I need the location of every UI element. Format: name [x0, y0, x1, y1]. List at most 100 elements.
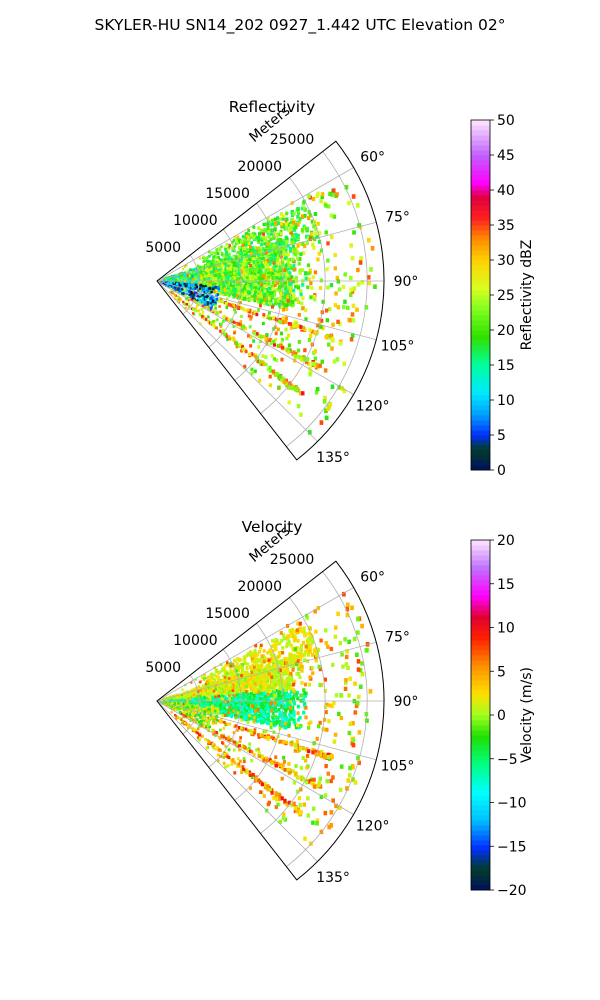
radar-data-cell	[335, 192, 339, 197]
radar-data-cell	[300, 681, 304, 685]
radar-data-cell	[253, 369, 257, 374]
radar-data-cell	[177, 281, 180, 284]
radar-data-cell	[194, 287, 197, 290]
radar-data-cell	[265, 256, 269, 260]
radar-data-cell	[216, 318, 219, 322]
radar-data-cell	[239, 248, 243, 252]
radar-data-cell	[313, 362, 317, 367]
radar-data-cell	[204, 305, 207, 309]
colorbar-swatch	[471, 335, 490, 341]
radar-data-cell	[243, 265, 246, 269]
radar-data-cell	[265, 251, 268, 255]
azimuth-tick-label: 75°	[385, 210, 410, 226]
radar-data-cell	[330, 346, 334, 351]
colorbar-tick-label: 35	[497, 218, 515, 234]
radar-data-cell	[197, 282, 200, 286]
radar-data-cell	[194, 283, 197, 287]
radar-data-cell	[190, 276, 193, 279]
colorbar-swatch	[471, 350, 490, 356]
radar-data-cell	[183, 283, 186, 286]
colorbar-swatch	[471, 375, 490, 381]
radar-data-cell	[219, 329, 222, 333]
radar-data-cell	[290, 266, 294, 271]
radar-data-cell	[241, 273, 245, 277]
radar-data-cell	[281, 214, 285, 218]
radar-data-cell	[305, 357, 309, 362]
radar-data-cell	[206, 277, 210, 281]
radar-data-cell	[329, 283, 334, 288]
radar-data-cell	[241, 235, 245, 239]
radar-data-cell	[284, 286, 288, 291]
radar-data-cell	[217, 278, 220, 282]
radar-data-cell	[166, 283, 169, 286]
radar-data-cell	[233, 291, 237, 295]
radar-data-cell	[198, 274, 201, 278]
radar-data-cell	[185, 299, 188, 302]
radar-data-cell	[336, 319, 340, 324]
radar-data-cell	[308, 334, 313, 338]
radar-data-cell	[288, 289, 292, 293]
radar-data-cell	[307, 361, 311, 366]
radar-data-cell	[235, 277, 238, 281]
radar-data-cell	[350, 333, 355, 338]
radar-data-cell	[259, 678, 263, 683]
radar-data-cell	[320, 192, 325, 197]
radar-data-cell	[248, 352, 252, 356]
radar-data-cell	[249, 335, 253, 339]
radar-data-cell	[224, 289, 227, 293]
radar-data-cell	[186, 272, 190, 275]
radar-data-cell	[308, 328, 312, 333]
radar-data-cell	[296, 214, 300, 219]
radar-data-cell	[197, 309, 200, 312]
radar-data-cell	[185, 284, 188, 288]
radar-data-cell	[255, 281, 258, 285]
radar-data-cell	[176, 282, 179, 285]
radar-data-cell	[319, 318, 324, 323]
radar-data-cell	[238, 286, 242, 290]
radar-data-cell	[181, 281, 184, 285]
radar-data-cell	[300, 214, 305, 219]
radar-data-cell	[284, 222, 288, 227]
radar-data-cell	[250, 290, 254, 294]
radar-data-cell	[246, 290, 250, 294]
radar-data-cell	[239, 293, 242, 297]
radar-data-cell	[347, 317, 351, 323]
radar-data-cell	[187, 286, 191, 289]
radar-data-cell	[284, 241, 288, 245]
radar-data-cell	[206, 259, 209, 263]
radar-data-cell	[235, 264, 239, 268]
radar-data-cell	[255, 332, 259, 336]
radar-data-cell	[267, 719, 271, 723]
radar-data-cell	[276, 281, 279, 285]
radar-data-cell	[265, 721, 269, 725]
radar-data-cell	[195, 301, 198, 304]
radar-data-cell	[300, 228, 305, 232]
radar-data-cell	[177, 287, 180, 290]
radar-data-cell	[306, 236, 311, 240]
radar-data-cell	[349, 337, 354, 342]
radar-data-cell	[275, 358, 279, 363]
radar-data-cell	[208, 299, 212, 303]
radar-data-cell	[162, 283, 165, 286]
colorbar-swatch	[471, 305, 490, 311]
radar-data-cell	[267, 717, 270, 721]
radar-data-cell	[257, 308, 260, 312]
radar-data-cell	[242, 291, 246, 295]
radar-data-cell	[319, 199, 323, 204]
radar-data-cell	[174, 288, 177, 291]
radar-data-cell	[241, 246, 245, 250]
radar-data-cell	[220, 322, 223, 326]
radar-data-cell	[244, 261, 247, 265]
radar-data-cell	[225, 306, 229, 309]
radar-data-cell	[328, 307, 332, 312]
radar-data-cell	[299, 289, 303, 294]
radar-data-cell	[311, 275, 315, 280]
radar-data-cell	[296, 207, 300, 211]
radar-data-cell	[224, 248, 227, 251]
radar-data-cell	[204, 285, 207, 288]
radar-data-cell	[324, 230, 328, 235]
radar-data-cell	[193, 276, 196, 279]
radar-data-cell	[268, 311, 271, 315]
radar-data-cell	[287, 721, 291, 726]
radar-data-cell	[302, 206, 306, 211]
